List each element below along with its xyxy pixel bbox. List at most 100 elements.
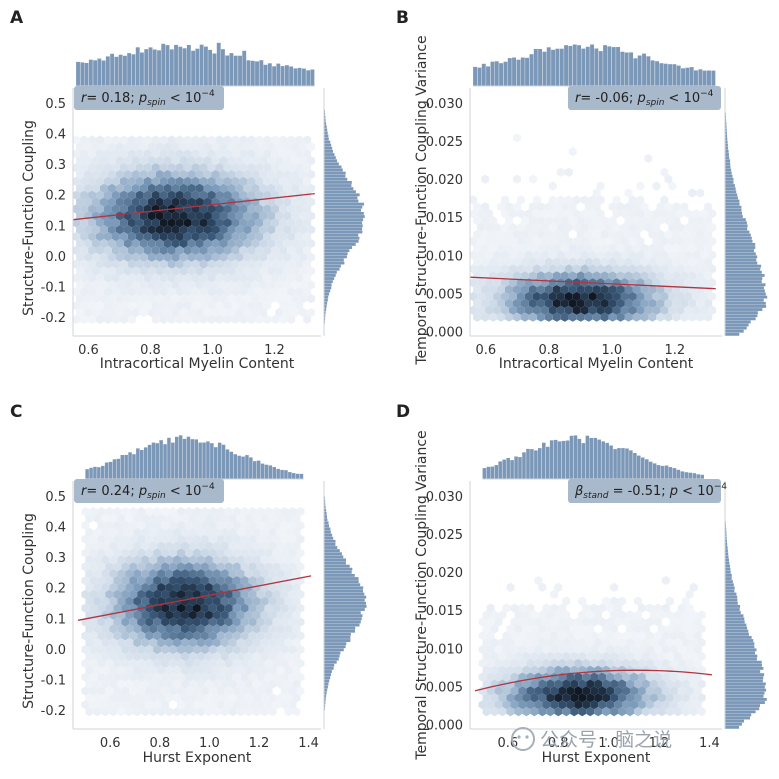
hex-cell xyxy=(84,238,92,249)
hex-cell xyxy=(256,589,265,599)
marginal-x-bar xyxy=(656,465,661,479)
hex-cell xyxy=(200,576,209,586)
hex-cell xyxy=(251,211,260,221)
hex-cell xyxy=(614,672,622,682)
hex-cell xyxy=(143,135,152,145)
hex-cell xyxy=(296,562,305,572)
hex-cell xyxy=(235,142,244,152)
hex-cell xyxy=(501,222,509,233)
marginal-x-bar xyxy=(249,457,253,479)
hex-cell xyxy=(296,589,305,599)
hex-cell xyxy=(673,693,682,703)
hex-cell xyxy=(564,291,573,302)
hex-cell xyxy=(157,707,166,717)
hex-cell xyxy=(92,142,100,152)
hex-cell xyxy=(608,285,617,295)
hex-cell xyxy=(676,250,685,260)
marginal-y-bar xyxy=(324,295,329,299)
hex-cell xyxy=(528,298,537,308)
hex-cell xyxy=(232,672,241,682)
hex-cell xyxy=(538,651,547,661)
hex-cell xyxy=(272,562,281,572)
hex-cell xyxy=(680,243,689,253)
hex-cell xyxy=(96,190,104,200)
hex-cell xyxy=(244,596,253,606)
hex-cell xyxy=(616,257,625,267)
hex-cell xyxy=(131,266,140,276)
marginal-x-bar xyxy=(212,53,217,86)
hex-cell xyxy=(161,589,170,599)
hex-cell xyxy=(657,651,666,661)
hex-cell xyxy=(193,507,201,517)
hex-cell xyxy=(196,610,205,620)
hex-cell xyxy=(117,555,126,565)
hex-cell xyxy=(513,202,521,212)
marginal-y-bar xyxy=(324,112,326,116)
hex-cell xyxy=(147,294,156,304)
hex-cell xyxy=(189,693,197,703)
hex-cell xyxy=(284,707,293,717)
hex-cell xyxy=(85,665,94,675)
marginal-y-histogram-d xyxy=(724,481,767,729)
hex-cell xyxy=(139,183,148,193)
hex-cell xyxy=(193,645,201,655)
hex-cell xyxy=(292,527,301,537)
hex-cell xyxy=(677,700,686,710)
hex-cell xyxy=(181,541,189,551)
hex-cell xyxy=(592,257,601,267)
hex-cell xyxy=(216,562,225,572)
hex-cell xyxy=(685,617,694,627)
hex-cell xyxy=(268,541,277,551)
hex-cell xyxy=(248,534,257,544)
hex-cell xyxy=(477,305,486,315)
hex-cell xyxy=(614,686,622,696)
hex-cell xyxy=(580,222,589,233)
hex-cell xyxy=(155,307,164,318)
y-tick-label: -0.2 xyxy=(41,704,66,719)
hex-cell xyxy=(295,273,304,283)
hex-cell xyxy=(501,236,509,246)
hex-cell xyxy=(131,307,140,318)
hex-cell xyxy=(636,305,645,315)
marginal-y-bar xyxy=(324,286,332,290)
hex-cell xyxy=(115,307,124,318)
hex-cell xyxy=(669,672,678,682)
hex-cell xyxy=(524,291,533,302)
hex-cell xyxy=(307,169,316,180)
hex-cell xyxy=(252,665,261,675)
marginal-x-bar xyxy=(581,48,586,86)
hex-cell xyxy=(260,569,269,579)
hex-cell xyxy=(236,679,245,689)
marginal-y-bar xyxy=(725,698,767,701)
hex-cell xyxy=(196,707,205,717)
hex-cell xyxy=(171,280,180,290)
hex-cell xyxy=(536,298,545,308)
hex-cell xyxy=(121,520,130,530)
hex-cell xyxy=(159,135,168,145)
hex-cell xyxy=(92,238,100,249)
hex-cell xyxy=(473,285,482,295)
hex-cell xyxy=(133,693,142,703)
annotation-box xyxy=(74,86,224,110)
hex-cell xyxy=(272,534,281,544)
hex-cell xyxy=(307,252,316,262)
marginal-y-bar xyxy=(324,165,342,169)
hex-cell xyxy=(287,163,296,173)
hex-cell xyxy=(149,541,158,551)
marginal-y-bar xyxy=(725,611,741,615)
hex-cell xyxy=(153,617,162,627)
hex-cell xyxy=(640,202,649,212)
hex-cell xyxy=(96,287,104,297)
hex-cell xyxy=(288,631,297,641)
hex-cell xyxy=(509,222,517,233)
hex-cell xyxy=(105,617,114,627)
marginal-x-bar xyxy=(116,458,121,479)
hex-cell xyxy=(232,617,241,627)
hex-cell xyxy=(509,291,517,302)
hex-cell xyxy=(175,259,184,269)
hex-cell xyxy=(93,582,102,593)
hex-cell xyxy=(482,651,491,661)
hex-cell xyxy=(536,216,545,226)
hex-cell xyxy=(244,651,253,662)
hex-cell xyxy=(171,294,180,304)
